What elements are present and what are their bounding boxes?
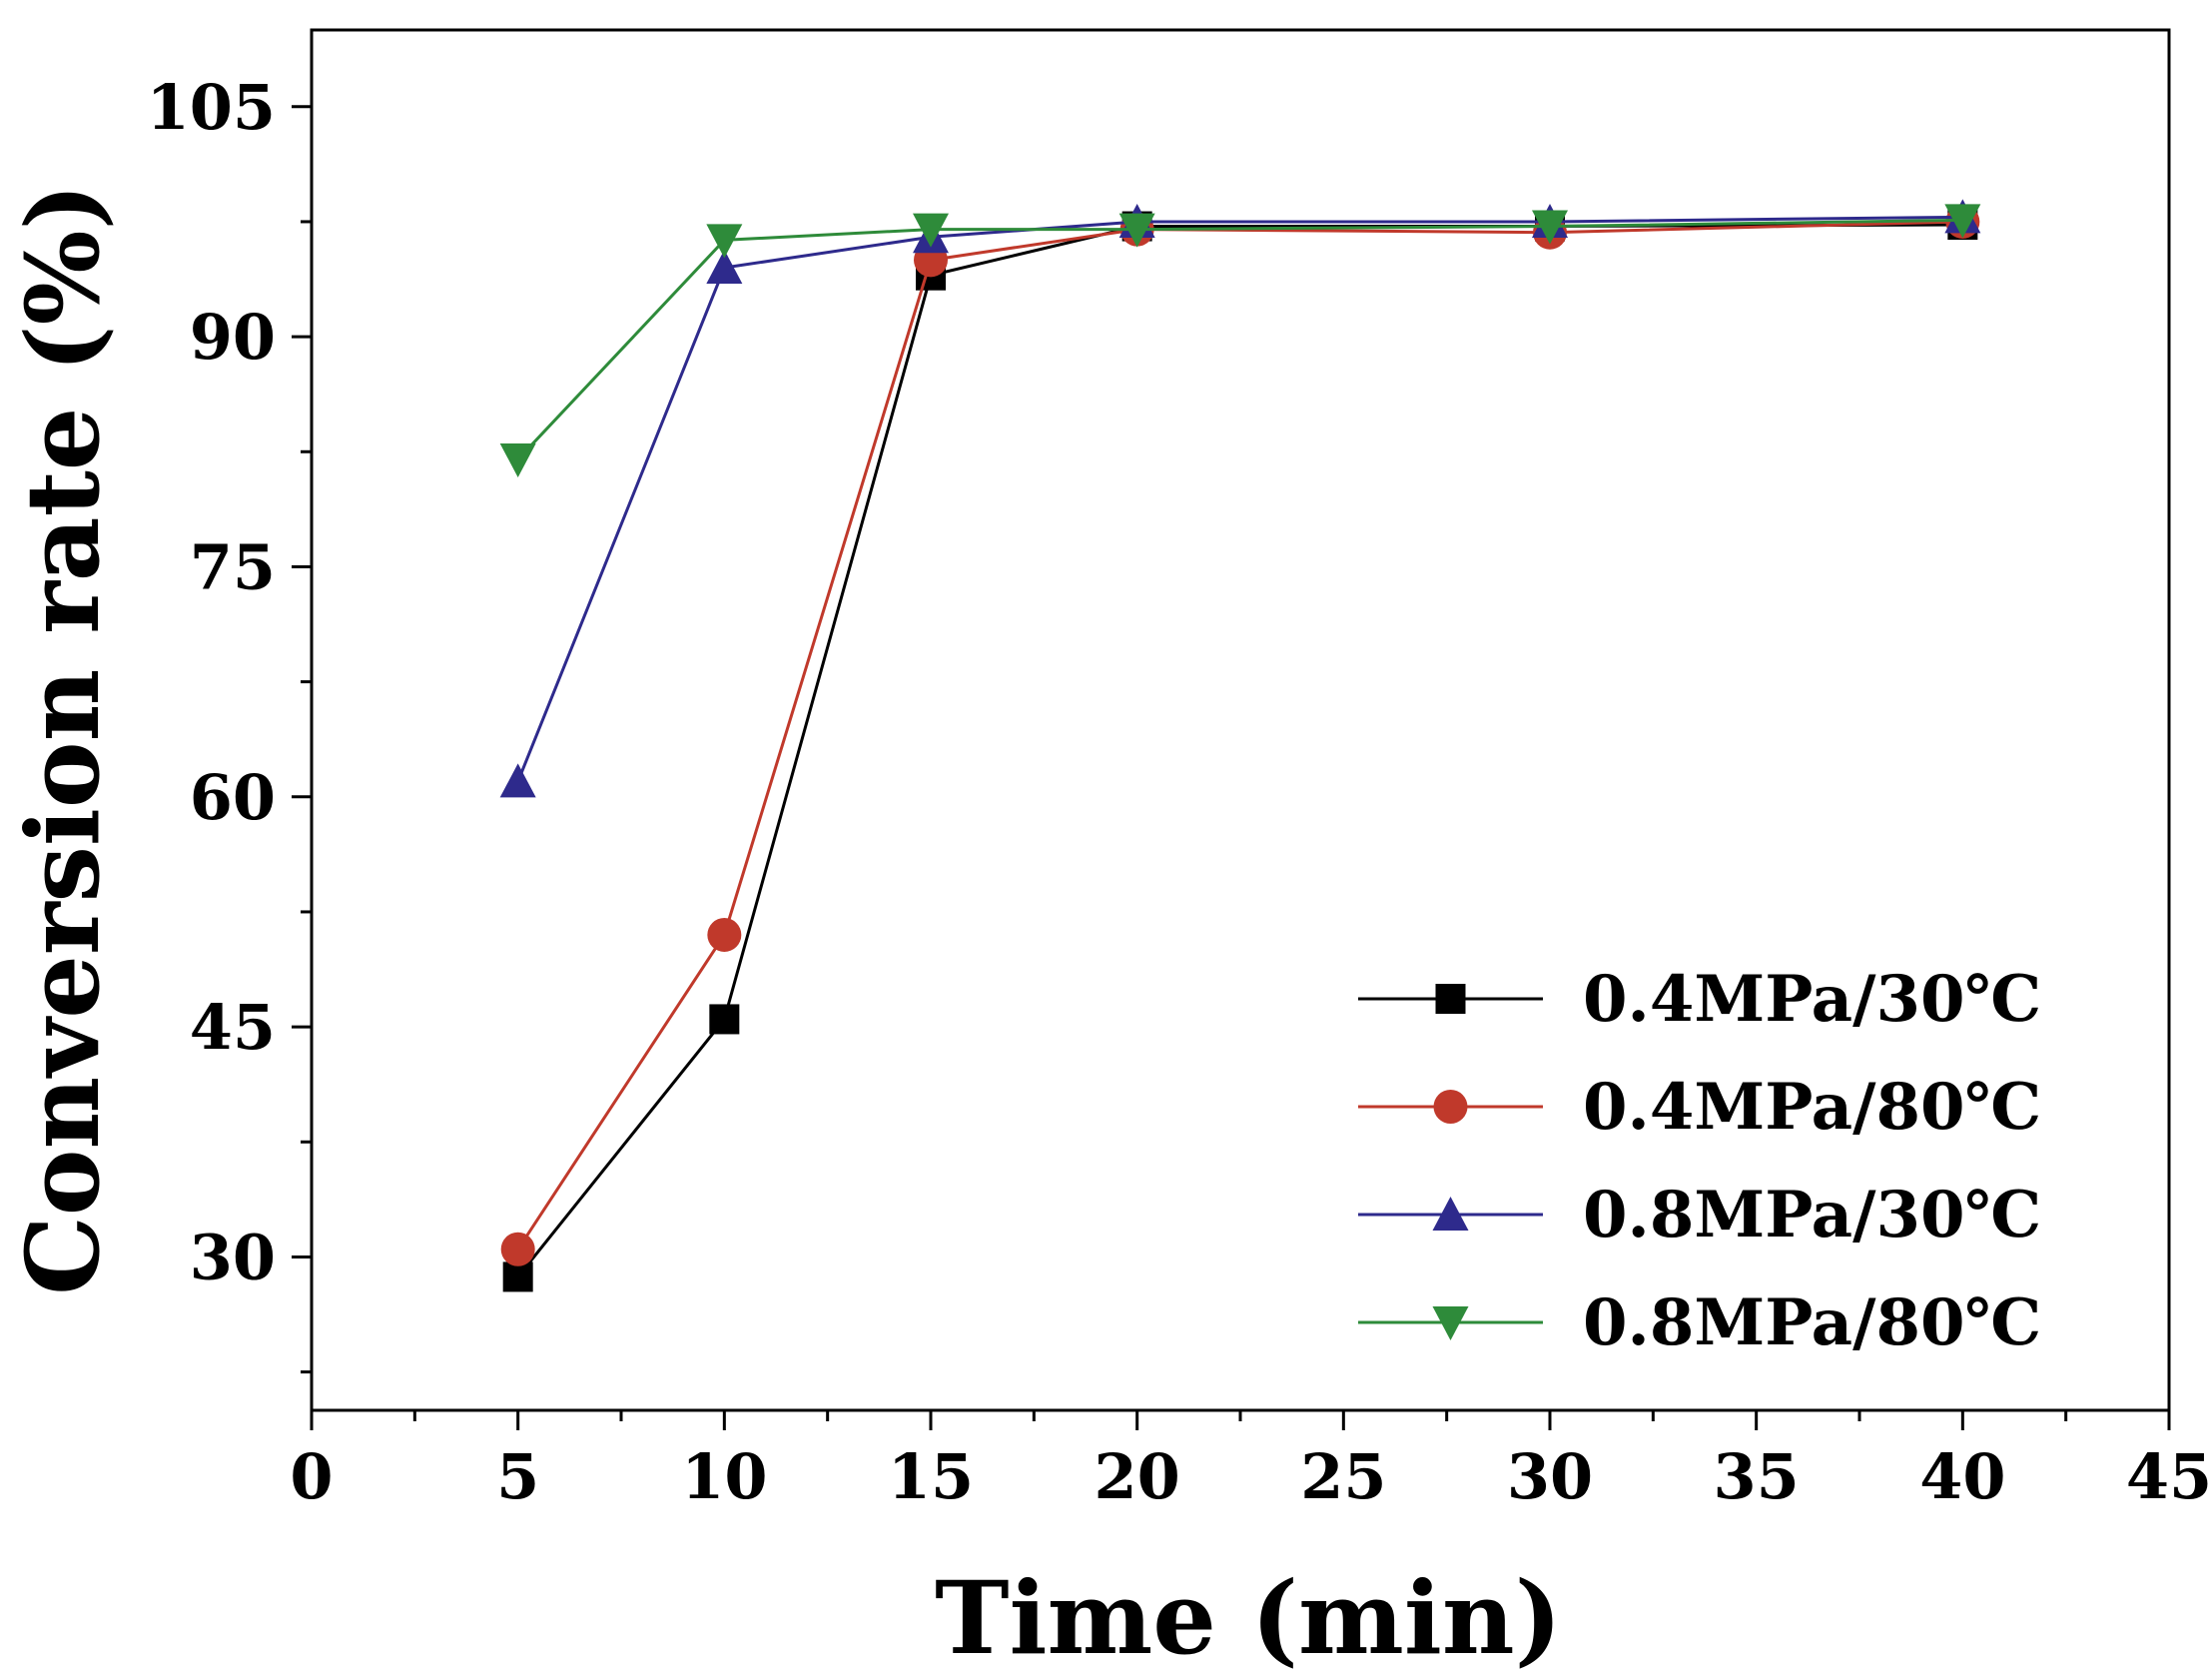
data-point (706, 224, 743, 259)
series-line (516, 218, 1963, 460)
data-point (913, 213, 949, 248)
y-tick-label: 30 (190, 1221, 276, 1293)
x-tick-label: 40 (1919, 1440, 2005, 1513)
legend-marker (1435, 984, 1466, 1014)
legend-label: 0.4MPa/80℃ (1583, 1070, 2041, 1145)
x-tick-label: 20 (1095, 1440, 1180, 1513)
legend-entry: 0.8MPa/80℃ (1358, 1285, 2041, 1360)
y-tick-label: 105 (147, 71, 276, 144)
data-point (706, 250, 743, 285)
legend: 0.4MPa/30℃ 0.4MPa/80℃ 0.8MPa/30℃ 0.8MPa/80℃ (1358, 962, 2041, 1360)
legend-marker (1433, 1090, 1468, 1124)
series-line (516, 220, 1963, 1251)
x-tick-label: 10 (681, 1440, 767, 1513)
y-tick-label: 60 (190, 761, 276, 834)
y-tick-label: 45 (190, 991, 276, 1064)
data-point (500, 1232, 535, 1266)
x-tick-label: 15 (888, 1440, 974, 1513)
axes-layer: 0 5 10 15 20 25 30 35 40 45 30 45 60 75 90 105 (147, 28, 2212, 1513)
legend-marker (1432, 1197, 1469, 1231)
legend-entry: 0.4MPa/80℃ (1358, 1070, 2041, 1145)
data-point (499, 442, 536, 477)
x-tick-label: 30 (1507, 1440, 1593, 1513)
data-point (502, 1261, 533, 1292)
series-3 (499, 199, 1981, 798)
data-point (709, 1004, 740, 1035)
x-tick-label: 45 (2126, 1440, 2212, 1513)
y-tick-label: 90 (190, 301, 276, 374)
series-line (516, 215, 1963, 782)
legend-entry: 0.8MPa/30℃ (1358, 1178, 2041, 1253)
legend-marker (1432, 1306, 1469, 1340)
legend-label: 0.8MPa/80℃ (1583, 1285, 2041, 1360)
data-point (1532, 210, 1568, 245)
data-point (1944, 204, 1981, 239)
legend-label: 0.8MPa/30℃ (1583, 1178, 2041, 1253)
x-tick-label: 0 (290, 1440, 333, 1513)
data-point (707, 917, 742, 952)
x-tick-label: 5 (496, 1440, 539, 1513)
data-point (499, 763, 536, 798)
x-tick-label: 25 (1300, 1440, 1386, 1513)
series-layer (499, 199, 1981, 1292)
data-point (1118, 213, 1155, 248)
legend-entry: 0.4MPa/30℃ (1358, 962, 2041, 1037)
y-axis-title: Conversion rate (%) (4, 183, 122, 1295)
series-4 (499, 204, 1981, 477)
y-tick-label: 75 (190, 530, 276, 603)
legend-label: 0.4MPa/30℃ (1583, 962, 2041, 1037)
x-tick-label: 35 (1714, 1440, 1800, 1513)
x-axis-title: Time (min) (935, 1559, 1562, 1673)
